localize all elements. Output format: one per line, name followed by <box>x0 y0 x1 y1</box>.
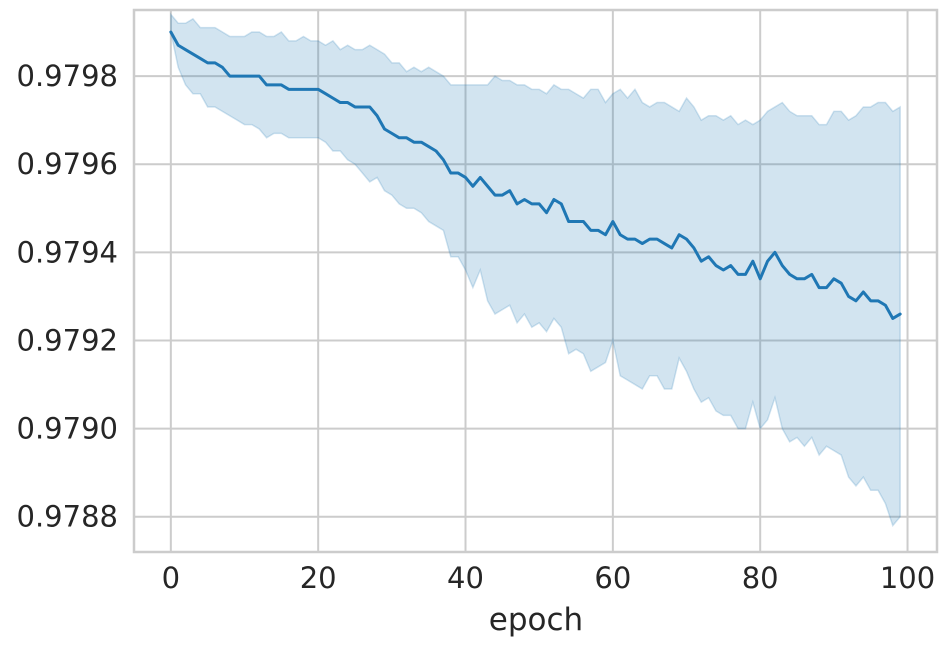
confidence-band-layer <box>170 12 901 528</box>
y-tick-label: 0.9798 <box>17 59 118 93</box>
x-tick-label: 80 <box>742 561 779 595</box>
x-axis-label: epoch <box>489 602 583 638</box>
tick-labels: 0 20 40 60 80 100 0.9788 0.9790 0.9792 0.9794 0.97… <box>17 59 936 595</box>
x-tick-label: 0 <box>162 561 180 595</box>
mean-line <box>169 30 902 320</box>
plot-frame <box>132 8 939 554</box>
y-tick-label: 0.9790 <box>17 412 118 446</box>
grid-lines <box>134 10 937 552</box>
y-tick-label: 0.9794 <box>17 235 118 269</box>
y-tick-label: 0.9788 <box>17 500 118 534</box>
mean-line-layer <box>169 30 902 320</box>
x-tick-label: 100 <box>880 561 935 595</box>
x-tick-label: 40 <box>447 561 484 595</box>
x-tick-label: 20 <box>300 561 337 595</box>
y-tick-label: 0.9792 <box>17 323 118 357</box>
x-tick-label: 60 <box>594 561 631 595</box>
confidence-band <box>170 12 901 528</box>
y-tick-label: 0.9796 <box>17 147 118 181</box>
